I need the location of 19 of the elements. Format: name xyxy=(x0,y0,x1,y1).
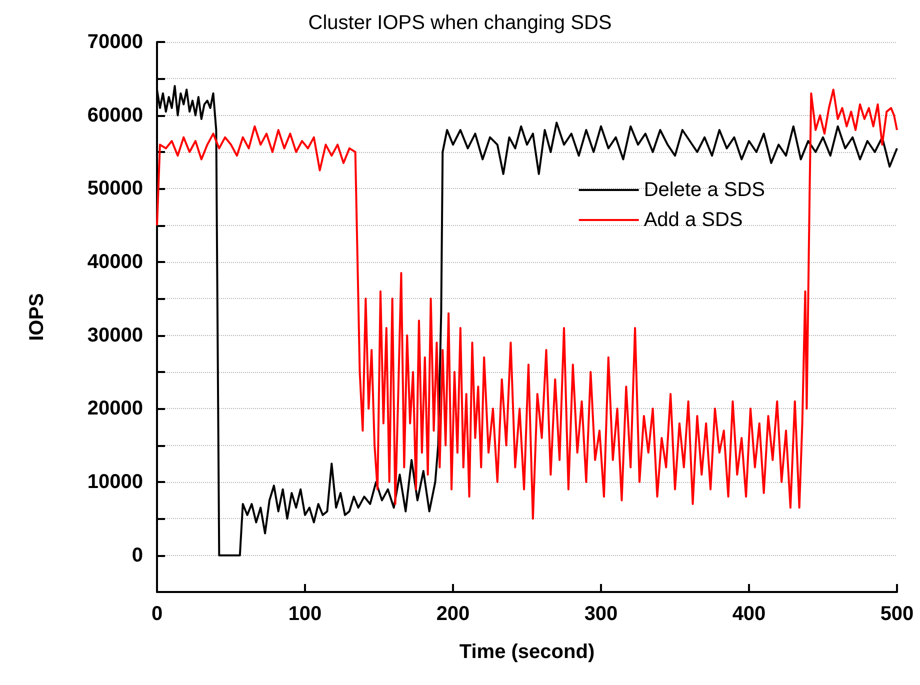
x-tick-label: 400 xyxy=(732,603,766,625)
x-tick-label: 200 xyxy=(436,603,470,625)
y-tick-label: 60000 xyxy=(87,104,143,126)
y-tick-label: 10000 xyxy=(87,471,143,493)
legend-label: Add a SDS xyxy=(644,209,743,231)
y-tick-label: 40000 xyxy=(87,251,143,273)
y-tick-label: 30000 xyxy=(87,324,143,346)
y-axis-title: IOPS xyxy=(26,293,48,341)
x-axis-title: Time (second) xyxy=(459,641,595,663)
y-tick-label: 70000 xyxy=(87,31,143,53)
y-tick-label: 50000 xyxy=(87,178,143,200)
y-tick-label: 20000 xyxy=(87,398,143,420)
x-tick-label: 500 xyxy=(880,603,914,625)
chart-title: Cluster IOPS when changing SDS xyxy=(308,12,612,34)
x-tick-label: 100 xyxy=(288,603,322,625)
y-tick-label: 0 xyxy=(132,544,143,566)
legend-label: Delete a SDS xyxy=(644,179,765,201)
x-tick-label: 0 xyxy=(151,603,163,625)
x-tick-label: 300 xyxy=(584,603,618,625)
